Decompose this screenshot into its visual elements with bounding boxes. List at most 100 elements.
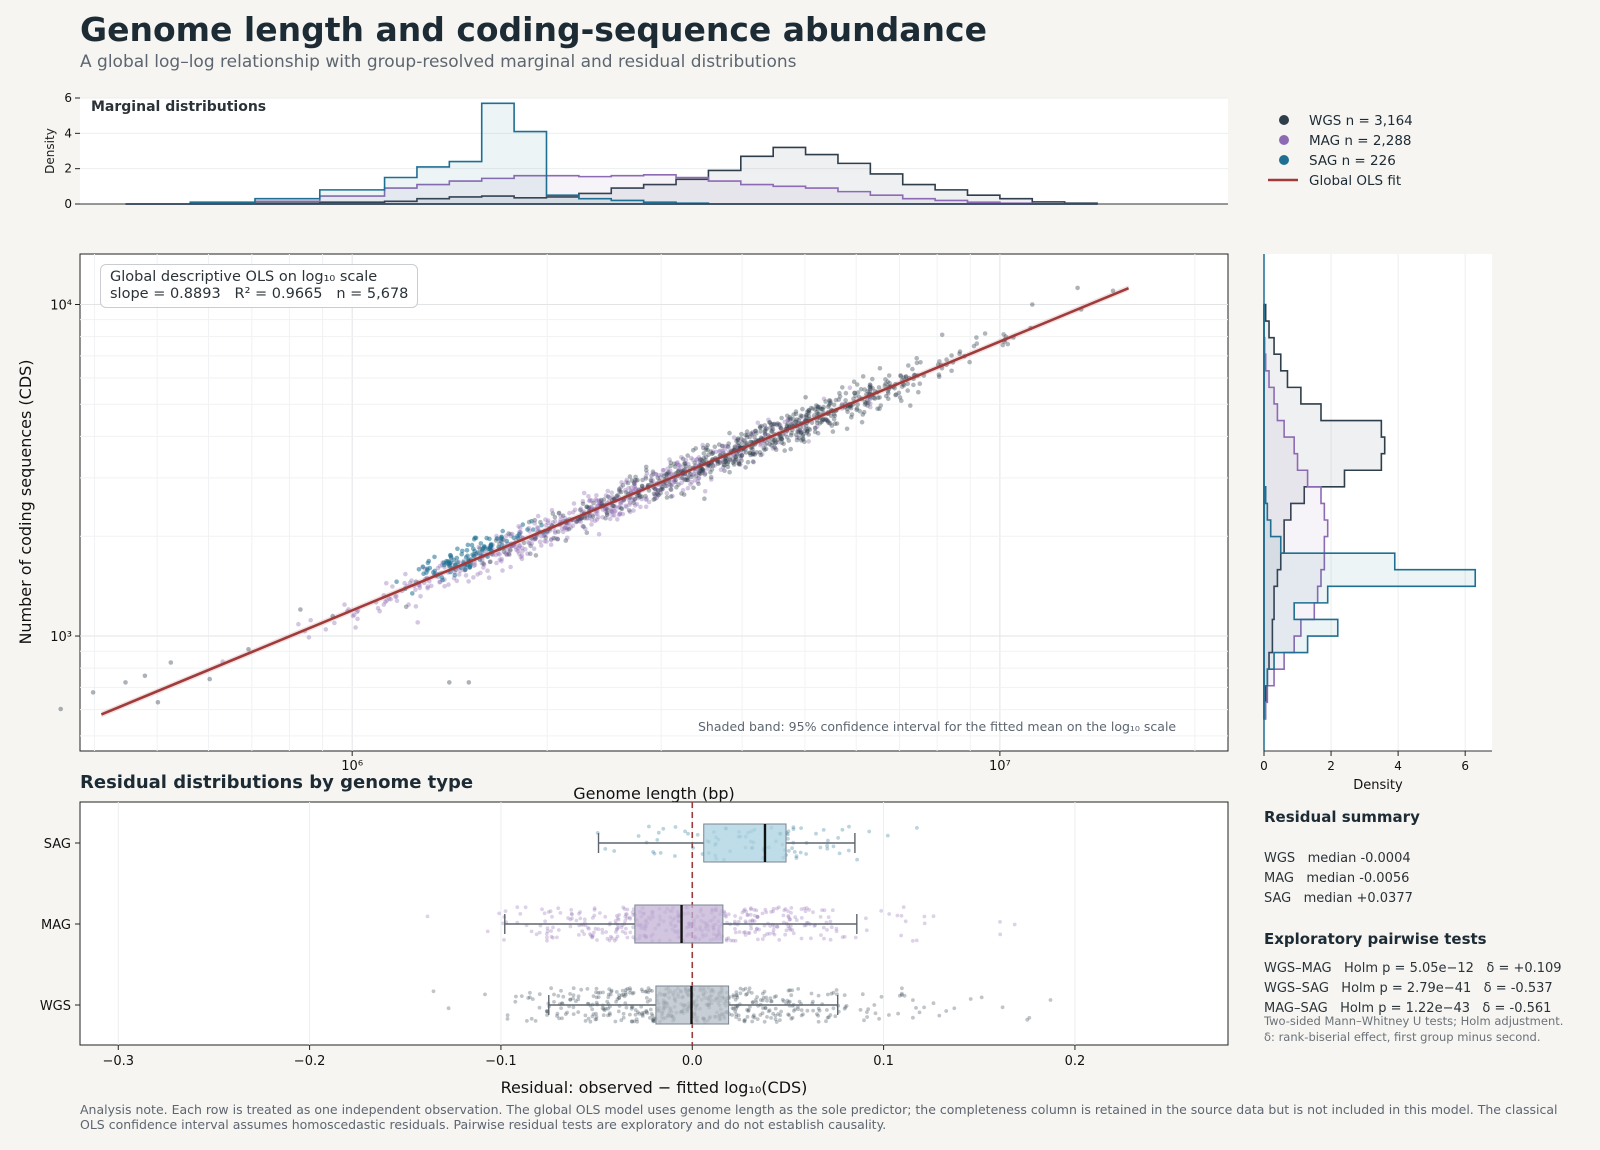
scatter-point-mag [497, 557, 503, 562]
residual-point-mag [628, 930, 633, 935]
residual-point-mag [737, 930, 742, 934]
scatter-point-wgs [833, 397, 839, 403]
scatter-point-mag [712, 463, 717, 468]
residual-point-wgs [781, 999, 786, 1003]
scatter-point-wgs [840, 385, 845, 390]
residual-point-wgs [574, 999, 578, 1004]
residual-point-wgs [748, 1005, 752, 1009]
residual-point-mag [549, 934, 554, 939]
residual-point-wgs [887, 1013, 891, 1017]
scatter-point-wgs [843, 398, 848, 403]
scatter-point-mag [558, 517, 563, 523]
residual-point-wgs [624, 988, 628, 992]
residual-point-wgs [755, 1017, 760, 1021]
scatter-point-wgs [653, 486, 658, 492]
scatter-point-wgs [1000, 342, 1006, 348]
scatter-point-mag [417, 585, 423, 591]
scatter-point-wgs [816, 411, 822, 416]
residual-point-sag [814, 831, 818, 836]
scatter-point-wgs [806, 408, 812, 413]
scatter-point-sag [463, 567, 468, 573]
residual-point-wgs [571, 993, 576, 997]
residual-point-wgs [746, 1008, 751, 1012]
scatter-point-mag [685, 477, 690, 483]
scatter-point-wgs [727, 430, 732, 436]
scatter-point-wgs [1075, 285, 1080, 291]
scatter-point-mag [654, 487, 660, 493]
scatter-point-mag [868, 404, 873, 410]
scatter-point-mag [471, 575, 476, 580]
scatter-point-mag [631, 498, 636, 503]
residual-point-mag [807, 908, 811, 912]
scatter-point-mag [616, 505, 621, 510]
scatter-point-wgs [685, 453, 690, 458]
scatter-point-mag [713, 449, 719, 455]
scatter-point-mag [643, 497, 649, 503]
residual-point-wgs [631, 990, 636, 995]
scatter-point-mag [519, 553, 525, 558]
scatter-point-wgs [736, 440, 741, 446]
scatter-point-mag [758, 441, 764, 447]
residual-point-sag [695, 832, 700, 837]
scatter-point-wgs [772, 438, 777, 443]
scatter-point-mag [587, 497, 593, 503]
residual-point-mag [786, 914, 791, 918]
scatter-point-wgs [610, 503, 615, 508]
scatter-point-sag [448, 555, 454, 560]
scatter-point-mag [644, 471, 650, 476]
residual-point-wgs [639, 987, 644, 992]
scatter-point-mag [541, 533, 547, 538]
residual-point-wgs [648, 998, 653, 1002]
scatter-point-wgs [914, 360, 920, 366]
residual-point-wgs [786, 1000, 791, 1005]
residual-point-mag [771, 909, 775, 914]
scatter-point-mag [596, 514, 601, 520]
residual-point-mag [887, 912, 892, 916]
residual-point-mag [749, 926, 754, 931]
scatter-point-mag [598, 501, 603, 507]
scatter-point-wgs [794, 417, 800, 422]
residual-point-wgs [431, 989, 436, 994]
scatter-point-mag [719, 459, 725, 464]
residual-point-mag [724, 914, 728, 919]
scatter-point-mag [635, 493, 640, 498]
legend-label-mag: MAG n = 2,288 [1309, 133, 1412, 149]
residual-point-wgs [745, 1008, 749, 1012]
scatter-point-mag [766, 417, 771, 423]
scatter-point-wgs [631, 481, 637, 486]
scatter-point-wgs [699, 457, 705, 463]
residual-point-wgs [809, 991, 814, 996]
scatter-point-wgs [698, 471, 703, 477]
scatter-point-mag [626, 485, 631, 491]
residual-point-mag [901, 905, 906, 909]
scatter-point-mag [580, 498, 586, 504]
scatter-point-mag [688, 455, 694, 461]
scatter-point-mag [750, 429, 755, 435]
residual-point-wgs [591, 994, 596, 998]
residual-point-wgs [642, 1010, 647, 1015]
residual-point-wgs [816, 993, 821, 998]
scatter-point-wgs [982, 331, 988, 336]
scatter-point-wgs [551, 535, 556, 541]
top-panel-ylabel: Density [43, 128, 57, 174]
scatter-point-wgs [820, 418, 825, 423]
residual-point-wgs [594, 990, 598, 995]
residual-point-wgs [738, 986, 743, 991]
top-panel-background [80, 98, 1228, 204]
residual-point-mag [616, 925, 621, 930]
residual-point-mag [523, 905, 528, 910]
residual-point-mag [592, 930, 596, 935]
residual-point-wgs [833, 1014, 838, 1019]
scatter-point-mag [504, 552, 510, 557]
scatter-point-wgs [784, 424, 790, 429]
scatter-point-mag [619, 480, 624, 485]
residual-point-wgs [944, 1009, 949, 1013]
scatter-point-wgs [640, 477, 645, 483]
residual-point-wgs [556, 994, 561, 998]
residual-point-mag [612, 938, 617, 943]
residual-point-mag [590, 934, 595, 939]
scatter-point-mag [604, 505, 610, 511]
scatter-point-wgs [748, 445, 754, 451]
residual-point-mag [784, 928, 789, 933]
scatter-point-sag [489, 543, 494, 548]
